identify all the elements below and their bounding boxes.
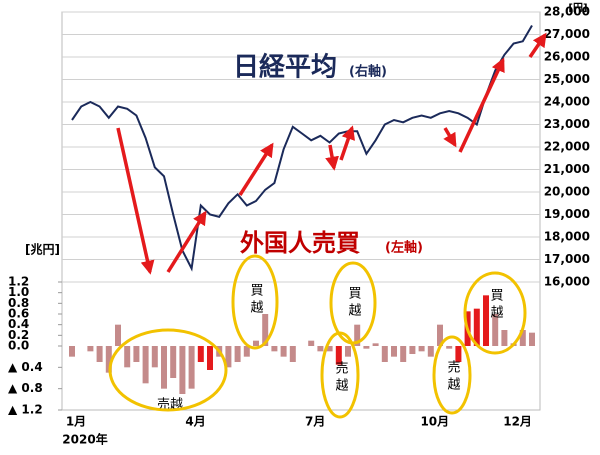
bar <box>207 346 213 370</box>
y-tick-label: 0.8 <box>8 296 29 310</box>
bar <box>243 346 250 357</box>
y-tick-label: ▲ 0.4 <box>8 360 43 374</box>
y-tick-label: 0.0 <box>8 339 29 353</box>
bar <box>225 346 232 368</box>
bar <box>142 346 149 384</box>
bar <box>529 332 535 346</box>
bar <box>179 346 186 394</box>
y2-tick-label: 18,000 <box>544 230 590 244</box>
bar <box>418 346 425 352</box>
y-tick-label: ▲ 0.8 <box>8 381 43 395</box>
bar <box>151 346 158 368</box>
series-name: 外国人売買 <box>240 229 360 257</box>
x-tick-label: 10月 <box>420 415 449 429</box>
x-tick-label: 4月 <box>185 415 205 429</box>
y2-tick-label: 21,000 <box>544 162 590 176</box>
bar <box>188 346 195 389</box>
bar <box>253 340 259 346</box>
bar <box>492 314 499 346</box>
annotation: 売越 <box>333 360 349 395</box>
bar <box>105 346 112 373</box>
annotation: 買越 <box>248 283 264 317</box>
bar <box>170 346 177 378</box>
bar <box>345 346 351 357</box>
y2-tick-label: 25,000 <box>544 72 590 86</box>
y2-tick-label: 27,000 <box>544 27 590 41</box>
series-note: (左軸) <box>385 240 423 256</box>
y-tick-label: 0.4 <box>8 317 29 331</box>
series-note: (右軸) <box>349 64 387 80</box>
bar <box>381 346 388 362</box>
bar <box>289 346 296 362</box>
bar <box>115 324 121 346</box>
x-tick-label: 7月 <box>305 415 325 429</box>
bar <box>400 346 407 362</box>
highlight-ellipses <box>108 254 527 419</box>
bar <box>409 346 416 354</box>
bar <box>271 346 278 352</box>
series-name: 日経平均 <box>233 52 337 83</box>
y2-tick-label: 24,000 <box>544 95 590 109</box>
bar <box>501 330 508 346</box>
bar <box>372 343 379 346</box>
y2-tick-label: 19,000 <box>544 207 590 221</box>
bar <box>391 346 397 357</box>
bar <box>317 346 324 352</box>
bar <box>354 324 361 346</box>
bar <box>446 346 453 349</box>
bar <box>133 346 140 362</box>
bar <box>427 346 434 357</box>
y2-axis-label: [円] <box>568 2 587 14</box>
y2-tick-label: 20,000 <box>544 185 590 199</box>
bar <box>234 346 241 362</box>
bar <box>124 346 131 368</box>
y2-tick-label: 17,000 <box>544 252 590 266</box>
bar <box>87 346 94 352</box>
bar <box>69 346 75 357</box>
bar <box>455 346 462 362</box>
line-series <box>71 24 533 272</box>
y-axis-label: [兆円] <box>25 242 60 257</box>
y-tick-label: ▲ 1.2 <box>8 403 43 417</box>
annotation: 売越 <box>445 359 461 394</box>
bar <box>308 340 315 346</box>
y2-tick-label: 23,000 <box>544 117 590 131</box>
y-tick-label: 0.6 <box>8 307 29 321</box>
y2-tick-label: 28,000 <box>544 5 590 19</box>
bar <box>363 346 370 349</box>
bar <box>262 314 269 346</box>
annotation: 買越 <box>346 286 362 320</box>
annotation: 買越 <box>488 288 504 322</box>
y-tick-label: 1.2 <box>8 275 29 289</box>
bar <box>161 346 167 389</box>
x-sublabel: 2020年 <box>62 432 107 447</box>
bar <box>519 330 526 346</box>
x-tick-label: 12月 <box>503 415 532 429</box>
bar <box>280 346 287 357</box>
bar <box>197 346 204 362</box>
bar <box>437 324 443 346</box>
bar <box>96 346 103 362</box>
trend-arrows <box>116 32 547 275</box>
bar <box>473 308 480 346</box>
y-tick-label: 1.0 <box>8 285 29 299</box>
x-tick-label: 1月 <box>66 415 86 429</box>
y2-tick-label: 16,000 <box>544 275 590 289</box>
y2-tick-label: 22,000 <box>544 140 590 154</box>
y2-tick-label: 26,000 <box>544 50 590 64</box>
bar <box>335 346 342 365</box>
bar <box>326 346 333 352</box>
bar <box>483 295 489 346</box>
y-tick-label: 0.2 <box>8 328 29 342</box>
